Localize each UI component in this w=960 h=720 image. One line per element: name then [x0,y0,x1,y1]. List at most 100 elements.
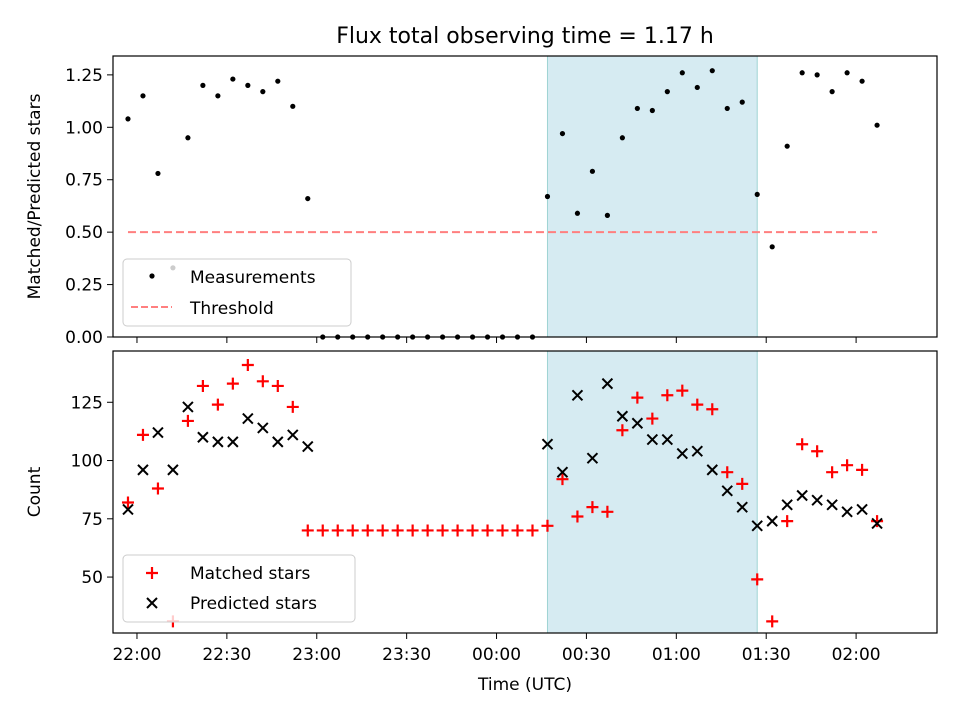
matched-star-point [226,377,239,390]
x-tick-label: 23:00 [292,645,341,665]
predicted-star-point [646,433,659,446]
ratio-y-label: Matched/Predicted stars [25,93,45,299]
matched-star-point [256,375,269,388]
matched-star-point [346,524,359,537]
matched-star-point [436,524,449,537]
predicted-star-point [751,520,763,532]
matched-star-point [151,482,164,495]
measurement-point [589,168,596,174]
ratio-plot-frame [112,55,938,338]
measurement-point [305,195,311,202]
predicted-star-point [736,501,748,513]
count-y-label: Count [25,466,45,517]
predicted-star-point [137,464,149,476]
matched-star-point [841,459,854,472]
matched-star-point [241,358,254,371]
matched-star-point [871,515,884,528]
legend-predicted-label: Predicted stars [190,594,317,614]
matched-star-point [406,524,419,537]
measurement-point [664,89,670,95]
predicted-star-point [676,447,689,460]
matched-star-point [286,400,299,413]
x-tick-label: 23:30 [382,645,431,665]
matched-star-point [136,428,149,441]
predicted-star-point [167,464,179,476]
predicted-star-point [616,410,629,422]
matched-star-point [466,524,479,537]
count-y-axis: 50 75 100 125 [71,393,113,588]
predicted-star-point [197,431,209,443]
matched-star-point [616,424,629,437]
measurement-point [724,105,730,112]
x-tick-label: 02:00 [832,645,881,665]
matched-star-point [316,524,329,537]
predicted-star-point [781,499,793,511]
matched-star-point [481,524,494,537]
measurement-point [604,212,611,218]
measurement-point [709,68,715,74]
predicted-star-point [152,426,164,439]
matched-star-point [676,384,689,397]
predicted-star-point [841,506,853,518]
matched-star-point [526,524,539,537]
matched-star-point [811,445,824,458]
predicted-star-point [811,494,823,506]
predicted-star-point [721,485,733,497]
y-tick-label: 0.00 [65,328,103,348]
y-tick-label: 1.25 [65,66,103,86]
matched-star-point [361,524,374,537]
measurement-point [814,72,820,78]
matched-star-point [721,466,734,479]
y-tick-label: 0.50 [65,223,103,243]
x-tick-label: 01:00 [652,645,701,665]
measurement-point [275,78,281,84]
matched-star-point [121,496,134,509]
matched-star-point [181,414,194,427]
count-panel: 50 75 100 125 22:00 22:30 23:00 23:30 00:00 00:3… [25,350,938,695]
matched-star-point [211,398,224,411]
measurement-point [215,93,221,99]
measurement-point [769,244,775,250]
x-tick-label: 00:30 [562,645,611,665]
legend-measurement-marker [149,273,155,279]
measurement-point [574,210,581,216]
legend-predicted-marker [146,597,158,609]
matched-star-point [571,510,584,523]
predicted-star-point [287,429,299,441]
predicted-star-point [556,466,569,478]
predicted-star-point [706,464,718,476]
measurement-point [559,130,566,137]
matched-star-point [661,389,674,402]
y-tick-label: 75 [81,510,103,530]
matched-star-point [796,438,809,451]
measurement-point [739,99,745,105]
measurement-point [784,143,790,149]
count-plot-frame [112,350,938,634]
measurement-point [200,82,206,88]
ratio-legend: Measurements Threshold [122,258,352,327]
matched-star-point [766,615,779,628]
measurement-point [230,76,236,82]
measurement-point [260,89,266,95]
matched-star-point [706,403,719,416]
predicted-star-point [691,445,703,457]
predicted-star-point [227,436,239,448]
matched-star-point [631,391,644,404]
x-tick-label: 00:00 [472,645,521,665]
measurement-point [619,135,625,141]
predicted-star-point [586,452,599,464]
predicted-star-point [796,489,808,502]
ratio-y-axis: 0.00 0.25 0.50 0.75 1.00 1.25 [65,66,113,348]
matched-star-point [736,477,749,490]
matched-star-point [586,501,599,514]
matched-star-point [496,524,509,537]
matched-star-point [301,524,314,537]
ratio-x-ticks [136,337,857,343]
measurement-point [679,70,685,76]
predicted-star-point [212,436,224,448]
y-tick-label: 0.25 [65,276,103,296]
legend-measurements-label: Measurements [190,268,316,288]
ratio-shaded-span [546,55,758,338]
measurement-point [799,70,805,76]
matched-star-point [601,505,614,518]
